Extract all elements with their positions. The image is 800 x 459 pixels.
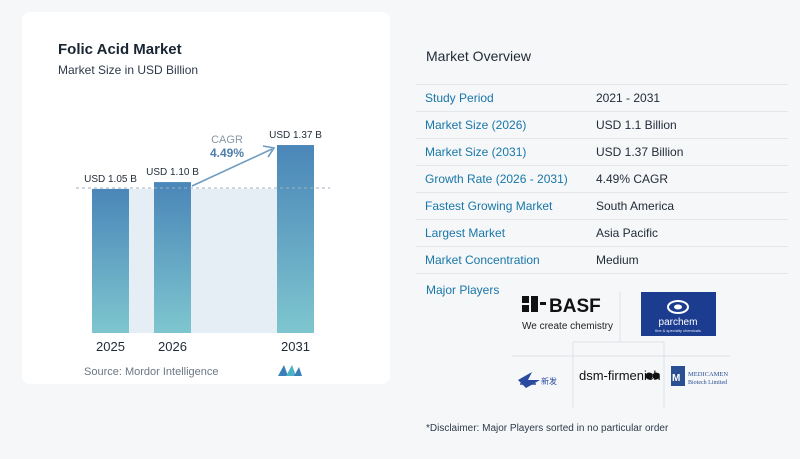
parchem-name: parchem bbox=[659, 317, 698, 328]
overview-row-label: Growth Rate (2026 - 2031) bbox=[425, 172, 568, 186]
medicamen-logo: M MEDICAMEN Biotech Limited bbox=[671, 366, 728, 386]
overview-row-label: Market Size (2031) bbox=[425, 145, 527, 159]
bar-2031 bbox=[277, 145, 314, 333]
category-label: 2025 bbox=[96, 339, 125, 354]
market-overview: Market Overview Study Period 2021 - 2031 M… bbox=[400, 0, 800, 459]
xinfa-name: 新发 bbox=[541, 376, 557, 386]
bar-value-label: USD 1.10 B bbox=[146, 167, 199, 178]
overview-row: Fastest Growing Market South America bbox=[416, 192, 788, 220]
overview-row: Largest Market Asia Pacific bbox=[416, 219, 788, 247]
cagr-label: CAGR bbox=[211, 134, 243, 146]
major-players-label: Major Players bbox=[426, 283, 500, 297]
disclaimer: *Disclaimer: Major Players sorted in no … bbox=[426, 423, 669, 434]
overview-row-label: Largest Market bbox=[425, 226, 506, 240]
overview-row-label: Market Concentration bbox=[425, 253, 540, 267]
cagr-value: 4.49% bbox=[210, 146, 244, 160]
overview-row: Growth Rate (2026 - 2031) 4.49% CAGR bbox=[416, 165, 788, 193]
overview-table: Study Period 2021 - 2031 Market Size (2026… bbox=[416, 84, 788, 274]
basf-logo: BASF We create chemistry bbox=[522, 296, 613, 332]
overview-row: Market Size (2026) USD 1.1 Billion bbox=[416, 111, 788, 139]
xinfa-logo: 新发 bbox=[518, 372, 557, 388]
overview-row-label: Study Period bbox=[425, 91, 494, 105]
overview-row-value: Medium bbox=[596, 253, 639, 267]
parchem-logo: parchem fine & specialty chemicals bbox=[641, 292, 716, 336]
bar-chart: USD 1.05 B 2025 USD 1.10 B 2026 USD 1.37 B 20… bbox=[76, 130, 330, 354]
cagr-arrow-head bbox=[262, 145, 276, 158]
cagr-arrow-line bbox=[191, 148, 273, 187]
parchem-tagline: fine & specialty chemicals bbox=[655, 328, 701, 333]
overview-row-value: South America bbox=[596, 199, 675, 213]
overview-title: Market Overview bbox=[426, 48, 532, 64]
bar-2026 bbox=[154, 182, 191, 333]
medicamen-sub: Biotech Limited bbox=[688, 380, 727, 386]
medicamen-monogram: M bbox=[672, 373, 680, 384]
overview-row: Market Concentration Medium bbox=[416, 246, 788, 274]
category-label: 2031 bbox=[281, 339, 310, 354]
basf-name: BASF bbox=[549, 296, 601, 317]
overview-row-value: Asia Pacific bbox=[596, 226, 659, 240]
overview-row-value: USD 1.37 Billion bbox=[596, 145, 684, 159]
overview-row: Market Size (2031) USD 1.37 Billion bbox=[416, 138, 788, 166]
basf-tagline: We create chemistry bbox=[522, 321, 613, 332]
chart-subtitle: Market Size in USD Billion bbox=[58, 63, 199, 77]
overview-row-value: USD 1.1 Billion bbox=[596, 118, 677, 132]
bar-2025 bbox=[92, 188, 129, 333]
medicamen-name: MEDICAMEN bbox=[688, 371, 728, 378]
chart-title: Folic Acid Market bbox=[58, 41, 182, 58]
dsm-firmenich-logo: dsm-firmenich bbox=[579, 368, 661, 383]
category-label: 2026 bbox=[158, 339, 187, 354]
overview-row-value: 4.49% CAGR bbox=[596, 172, 669, 186]
players-logos: BASF We create chemistry parchem fine & … bbox=[512, 292, 730, 408]
overview-row-value: 2021 - 2031 bbox=[596, 91, 661, 105]
bar-value-label: USD 1.37 B bbox=[269, 130, 322, 141]
mordor-logo-icon bbox=[278, 365, 302, 376]
source-text: Source: Mordor Intelligence bbox=[84, 366, 219, 378]
overview-row: Study Period 2021 - 2031 bbox=[416, 84, 788, 112]
bar-value-label: USD 1.05 B bbox=[84, 174, 137, 185]
dsm-firmenich-name: dsm-firmenich bbox=[579, 368, 661, 383]
overview-row-label: Market Size (2026) bbox=[425, 118, 527, 132]
overview-row-label: Fastest Growing Market bbox=[425, 199, 553, 213]
